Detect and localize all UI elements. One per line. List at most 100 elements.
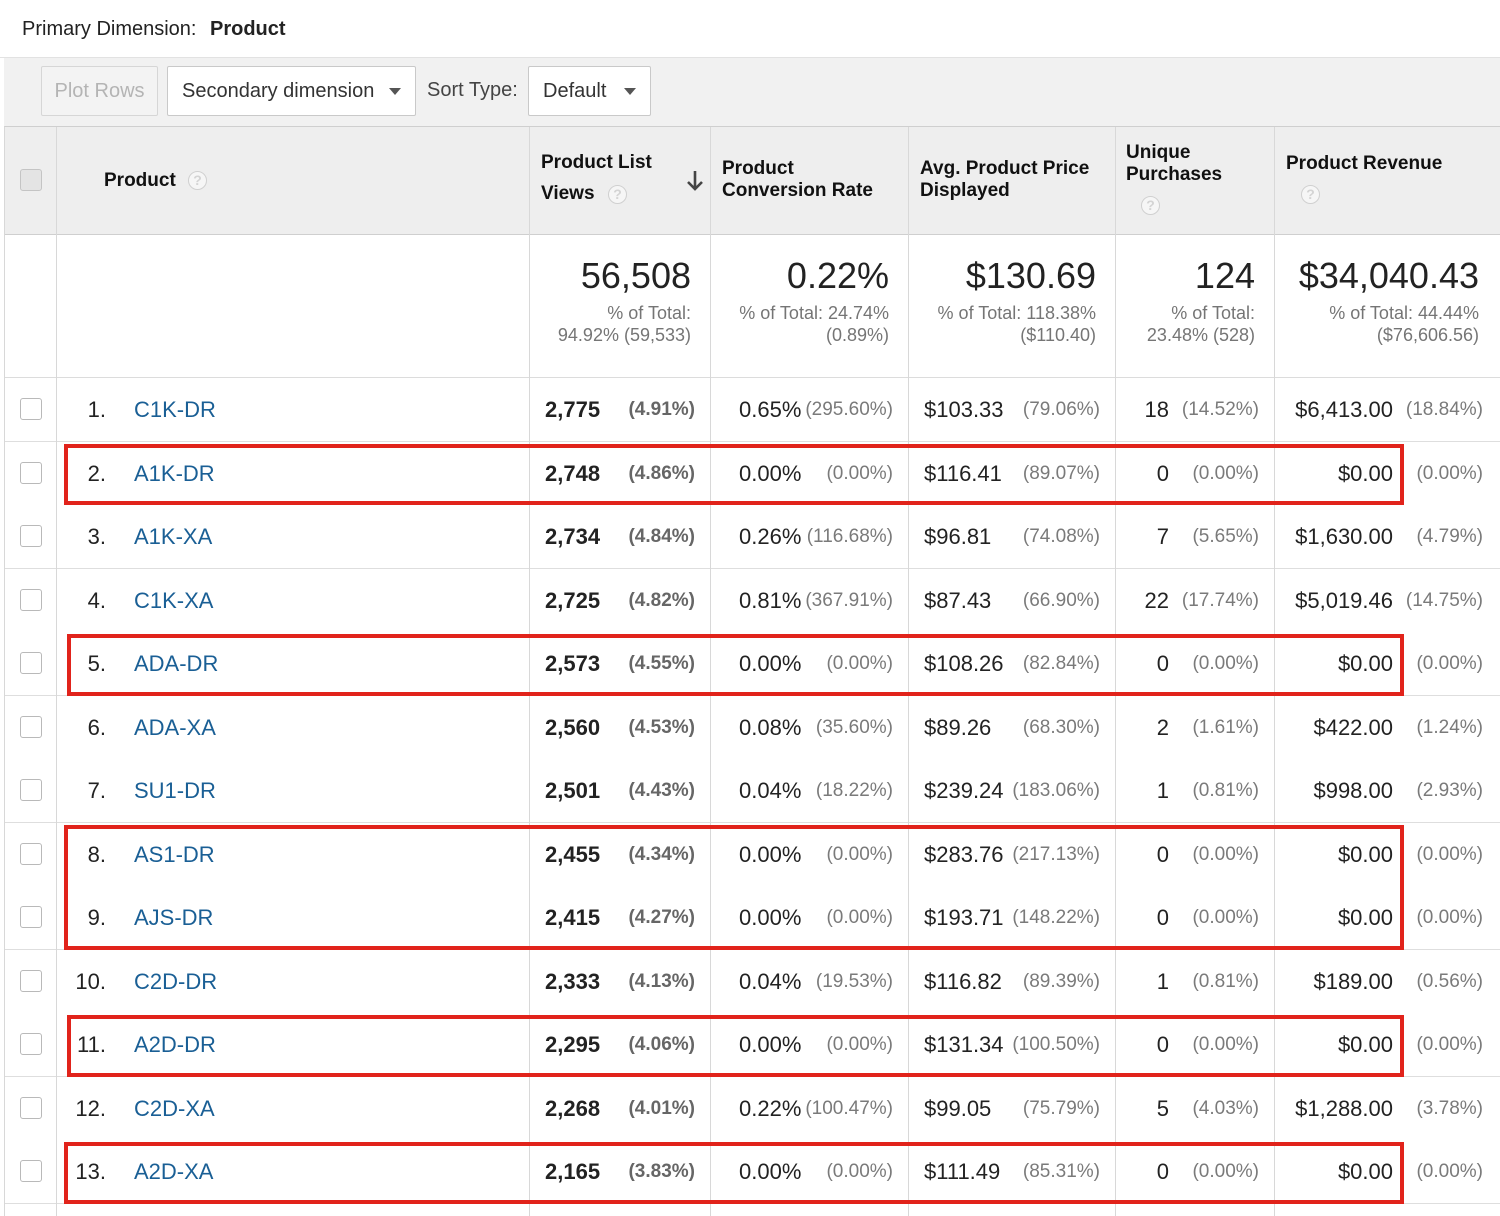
row-checkbox[interactable] [20,1033,42,1055]
avg-price-percent: (74.08%) [1022,526,1100,547]
conversion-percent: (19.53%) [815,970,893,992]
avg-price-percent: (66.90%) [1022,589,1100,611]
views-value: 2,165 [545,1159,601,1184]
avg-price-value: $131.34 [924,1032,1004,1057]
secondary-dimension-label: Secondary dimension [182,79,375,102]
row-checkbox[interactable] [20,525,42,547]
row-checkbox[interactable] [20,1160,42,1182]
product-link[interactable]: AJS-DR [134,905,214,930]
header-product-conversion-rate[interactable]: Product Conversion Rate [722,158,873,201]
product-link[interactable]: C2D-DR [134,968,218,994]
header-unique-purchases[interactable]: Unique Purchases [1126,142,1223,185]
views-value: 2,415 [545,905,601,930]
views-percent: (4.82%) [628,589,695,611]
revenue-value: $0.00 [1337,1032,1393,1057]
row-checkbox[interactable] [20,1096,42,1119]
product-link[interactable]: ADA-XA [134,714,216,740]
conversion-value: 0.04% [739,778,802,803]
views-value: 2,268 [545,1095,601,1121]
purchases-value: 0 [1156,1032,1169,1057]
avg-price-percent: (148.22%) [1012,907,1100,928]
row-index: 13. [75,1159,106,1184]
product-link[interactable]: A1K-DR [134,460,215,486]
product-link[interactable]: A2D-XA [134,1159,214,1184]
purchases-percent: (5.65%) [1192,526,1259,547]
header-product-revenue[interactable]: Product Revenue [1286,153,1443,174]
product-link[interactable]: C1K-XA [134,587,214,613]
sort-descending-icon[interactable] [684,167,706,195]
header-product-list-views[interactable]: Product List Views [541,152,652,204]
revenue-value: $0.00 [1337,1159,1393,1184]
row-checkbox[interactable] [20,588,42,611]
row-index: 7. [87,778,106,803]
help-icon[interactable]: ? [608,185,627,204]
product-link[interactable]: A1K-XA [134,524,213,549]
column-divider [1115,127,1116,1216]
product-link[interactable]: C2D-XA [134,1095,215,1121]
row-checkbox[interactable] [20,842,42,865]
primary-dimension-product[interactable]: Product [210,18,286,40]
conversion-percent: (116.68%) [806,526,893,547]
views-percent: (4.84%) [628,526,695,547]
purchases-percent: (0.00%) [1192,843,1259,865]
revenue-percent: (18.84%) [1405,399,1483,420]
product-link[interactable]: A2D-DR [134,1032,216,1057]
revenue-percent: (2.93%) [1416,780,1483,801]
purchases-value: 22 [1144,587,1169,613]
revenue-percent: (0.00%) [1416,462,1483,484]
total-purchases-sub: % of Total: 23.48% (528) [1146,303,1255,345]
views-value: 2,725 [545,587,601,613]
totals-row: 56,508 % of Total: 94.92% (59,533) 0.22% … [5,235,1500,378]
revenue-value: $189.00 [1313,968,1393,994]
sort-type-label: Sort Type: [427,79,518,101]
avg-price-percent: (68.30%) [1022,716,1100,738]
column-divider [1274,127,1275,1216]
product-link[interactable]: ADA-DR [134,651,219,676]
revenue-value: $6,413.00 [1295,397,1393,422]
row-checkbox[interactable] [20,652,42,674]
select-all-checkbox[interactable] [20,169,42,191]
row-checkbox[interactable] [20,461,42,484]
views-percent: (4.34%) [628,843,695,865]
conversion-percent: (295.60%) [805,399,893,420]
help-icon[interactable]: ? [1301,185,1320,204]
revenue-percent: (0.00%) [1416,907,1483,928]
avg-price-value: $108.26 [924,651,1004,676]
revenue-percent: (0.56%) [1416,970,1483,992]
conversion-percent: (0.00%) [826,907,893,928]
help-icon[interactable]: ? [188,171,207,190]
purchases-percent: (0.00%) [1192,907,1259,928]
product-link[interactable]: C1K-DR [134,397,216,422]
avg-price-percent: (82.84%) [1022,653,1100,674]
row-checkbox[interactable] [20,715,42,738]
conversion-value: 0.00% [739,905,802,930]
secondary-dimension-dropdown[interactable]: Secondary dimension [167,66,416,116]
row-index: 8. [87,841,106,867]
help-icon[interactable]: ? [1141,196,1160,215]
sort-type-dropdown[interactable]: Default [528,66,651,116]
purchases-percent: (0.00%) [1192,1161,1259,1182]
product-link[interactable]: AS1-DR [134,841,215,867]
row-checkbox[interactable] [20,906,42,928]
total-purchases-value: 124 [1194,255,1255,296]
plot-rows-button[interactable]: Plot Rows [41,66,158,116]
header-avg-product-price-displayed[interactable]: Avg. Product Price Displayed [920,158,1090,201]
views-percent: (4.27%) [628,907,695,928]
revenue-percent: (1.24%) [1416,716,1483,738]
conversion-value: 0.08% [739,714,802,740]
conversion-value: 0.04% [739,968,802,994]
row-checkbox[interactable] [20,779,42,801]
table-row: 8. AS1-DR 2,455 (4.34%) 0.00% (0.00%) $283.76 (… [5,822,1500,887]
avg-price-value: $111.49 [924,1159,1001,1184]
conversion-value: 0.00% [739,841,802,867]
header-product[interactable]: Product [104,170,176,191]
row-checkbox[interactable] [20,398,42,420]
conversion-percent: (0.00%) [826,1161,893,1182]
primary-dimension-bar: Primary Dimension: Product [0,0,1500,58]
product-link[interactable]: SU1-DR [134,778,216,803]
table-header: Product ? Product List Views ? Product C… [5,127,1500,235]
purchases-value: 7 [1156,524,1169,549]
table-row: 5. ADA-DR 2,573 (4.55%) 0.00% (0.00%) $108.26 (… [5,632,1500,696]
row-checkbox[interactable] [20,969,42,992]
purchases-percent: (1.61%) [1192,716,1259,738]
